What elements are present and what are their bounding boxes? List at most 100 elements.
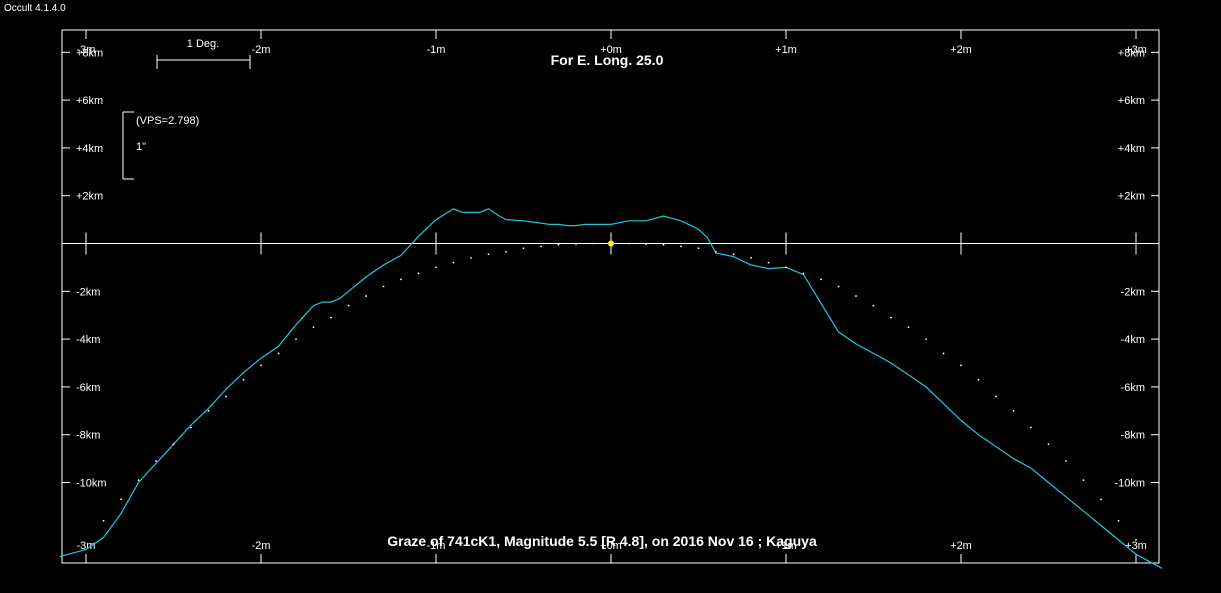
limb-point (225, 395, 227, 398)
limb-point (645, 243, 647, 245)
limb-point (890, 316, 892, 319)
x-tick-label-top: -3m (77, 44, 96, 56)
y-tick-label-left: +6km (76, 95, 103, 107)
y-tick-label-left: +8km (76, 47, 103, 59)
y-tick-label-left: -4km (76, 334, 100, 346)
limb-point (732, 253, 735, 256)
x-tick-label-top: +0m (600, 44, 622, 56)
plot-frame (61, 29, 1160, 564)
limb-point (417, 272, 420, 275)
chart-subtitle: Graze of 741cK1, Magnitude 5.5 [R 4.8], … (387, 533, 817, 549)
x-tick-label-bottom: +2m (950, 540, 972, 552)
x-tick-label-bottom: +0m (600, 540, 622, 552)
limb-point (662, 243, 665, 246)
limb-point (557, 243, 560, 246)
limb-point (470, 256, 472, 259)
limb-point (487, 253, 490, 256)
limb-point (907, 326, 910, 329)
limb-point (767, 261, 770, 264)
y-tick-label-right: +6km (1118, 95, 1145, 107)
vps-label: (VPS=2.798) (136, 115, 199, 127)
limb-point (1117, 519, 1120, 522)
x-tick-label-bottom: +3m (1125, 540, 1147, 552)
y-tick-label-right: -10km (1114, 478, 1145, 490)
y-tick-label-left: -8km (76, 430, 100, 442)
y-tick-label-right: +4km (1118, 143, 1145, 155)
chart-title: For E. Long. 25.0 (551, 52, 664, 68)
degree-scale-bar: 1 Deg. (156, 38, 251, 69)
limb-point (137, 479, 140, 482)
limb-point (592, 242, 595, 245)
limb-point (1012, 409, 1015, 412)
limb-point (627, 242, 630, 245)
y-tick-label-right: -8km (1121, 430, 1145, 442)
limb-point (837, 285, 840, 288)
app-title: Occult 4.1.4.0 (4, 3, 66, 14)
x-tick-label-top: -1m (427, 44, 446, 56)
limb-point (155, 460, 157, 462)
limb-point (365, 295, 367, 297)
limb-point (715, 250, 717, 253)
limb-point (1065, 460, 1067, 462)
limb-point (1100, 498, 1102, 501)
vps-bracket: (VPS=2.798) 1" (122, 111, 199, 180)
limb-point (242, 378, 245, 381)
mean-limb-points (102, 242, 1137, 541)
y-tick-label-right: -6km (1121, 382, 1145, 394)
x-tick-label-bottom: -2m (252, 540, 271, 552)
limb-point (207, 409, 210, 412)
limb-point (1082, 479, 1085, 482)
limb-point (102, 519, 105, 522)
limb-point (750, 256, 752, 259)
limb-profile-line (59, 208, 1163, 570)
limb-profile (59, 208, 1163, 570)
limb-point (312, 326, 315, 329)
x-tick-label-top: -2m (252, 44, 271, 56)
limb-point (452, 261, 455, 264)
x-tick-label-bottom: -3m (77, 540, 96, 552)
limb-point (872, 304, 875, 307)
limb-point (802, 272, 805, 275)
limb-point (960, 364, 962, 367)
x-tick-label-top: +1m (775, 44, 797, 56)
star-position-marker (608, 240, 614, 247)
limb-point (977, 378, 980, 381)
axis-ticks: -3m-3m-2m-2m-1m-1m+0m+0m+1m+1m+2m+2m+3m+… (62, 30, 1159, 563)
limb-point (435, 266, 437, 269)
limb-point (120, 498, 122, 501)
y-tick-label-left: +4km (76, 143, 103, 155)
y-tick-label-right: -2km (1121, 286, 1145, 298)
x-tick-label-top: +3m (1125, 44, 1147, 56)
limb-point (1047, 443, 1050, 446)
limb-point (785, 266, 787, 269)
y-tick-label-left: +2km (76, 191, 103, 203)
limb-point (820, 278, 822, 281)
x-tick-label-bottom: -1m (427, 540, 446, 552)
y-tick-label-right: -4km (1121, 334, 1145, 346)
arcsec-label: 1" (136, 141, 146, 153)
limb-point (277, 352, 280, 355)
y-tick-label-left: -2km (76, 286, 100, 298)
scale-bar-label: 1 Deg. (187, 38, 219, 50)
limb-point (855, 295, 857, 297)
x-tick-label-top: +2m (950, 44, 972, 56)
limb-point (172, 443, 175, 446)
limb-point (540, 245, 542, 248)
limb-point (925, 338, 927, 340)
limb-point (697, 247, 700, 250)
y-tick-label-right: +2km (1118, 191, 1145, 203)
limb-point (1030, 426, 1032, 429)
limb-point (1135, 538, 1137, 541)
limb-point (295, 338, 297, 340)
limb-point (347, 304, 350, 307)
limb-point (575, 243, 577, 245)
limb-point (190, 426, 192, 429)
limb-point (382, 285, 385, 288)
limb-point (995, 395, 997, 398)
y-tick-label-left: -10km (76, 478, 107, 490)
limb-point (330, 316, 332, 319)
limb-point (400, 278, 402, 281)
limb-point (505, 250, 507, 253)
limb-point (680, 245, 682, 248)
